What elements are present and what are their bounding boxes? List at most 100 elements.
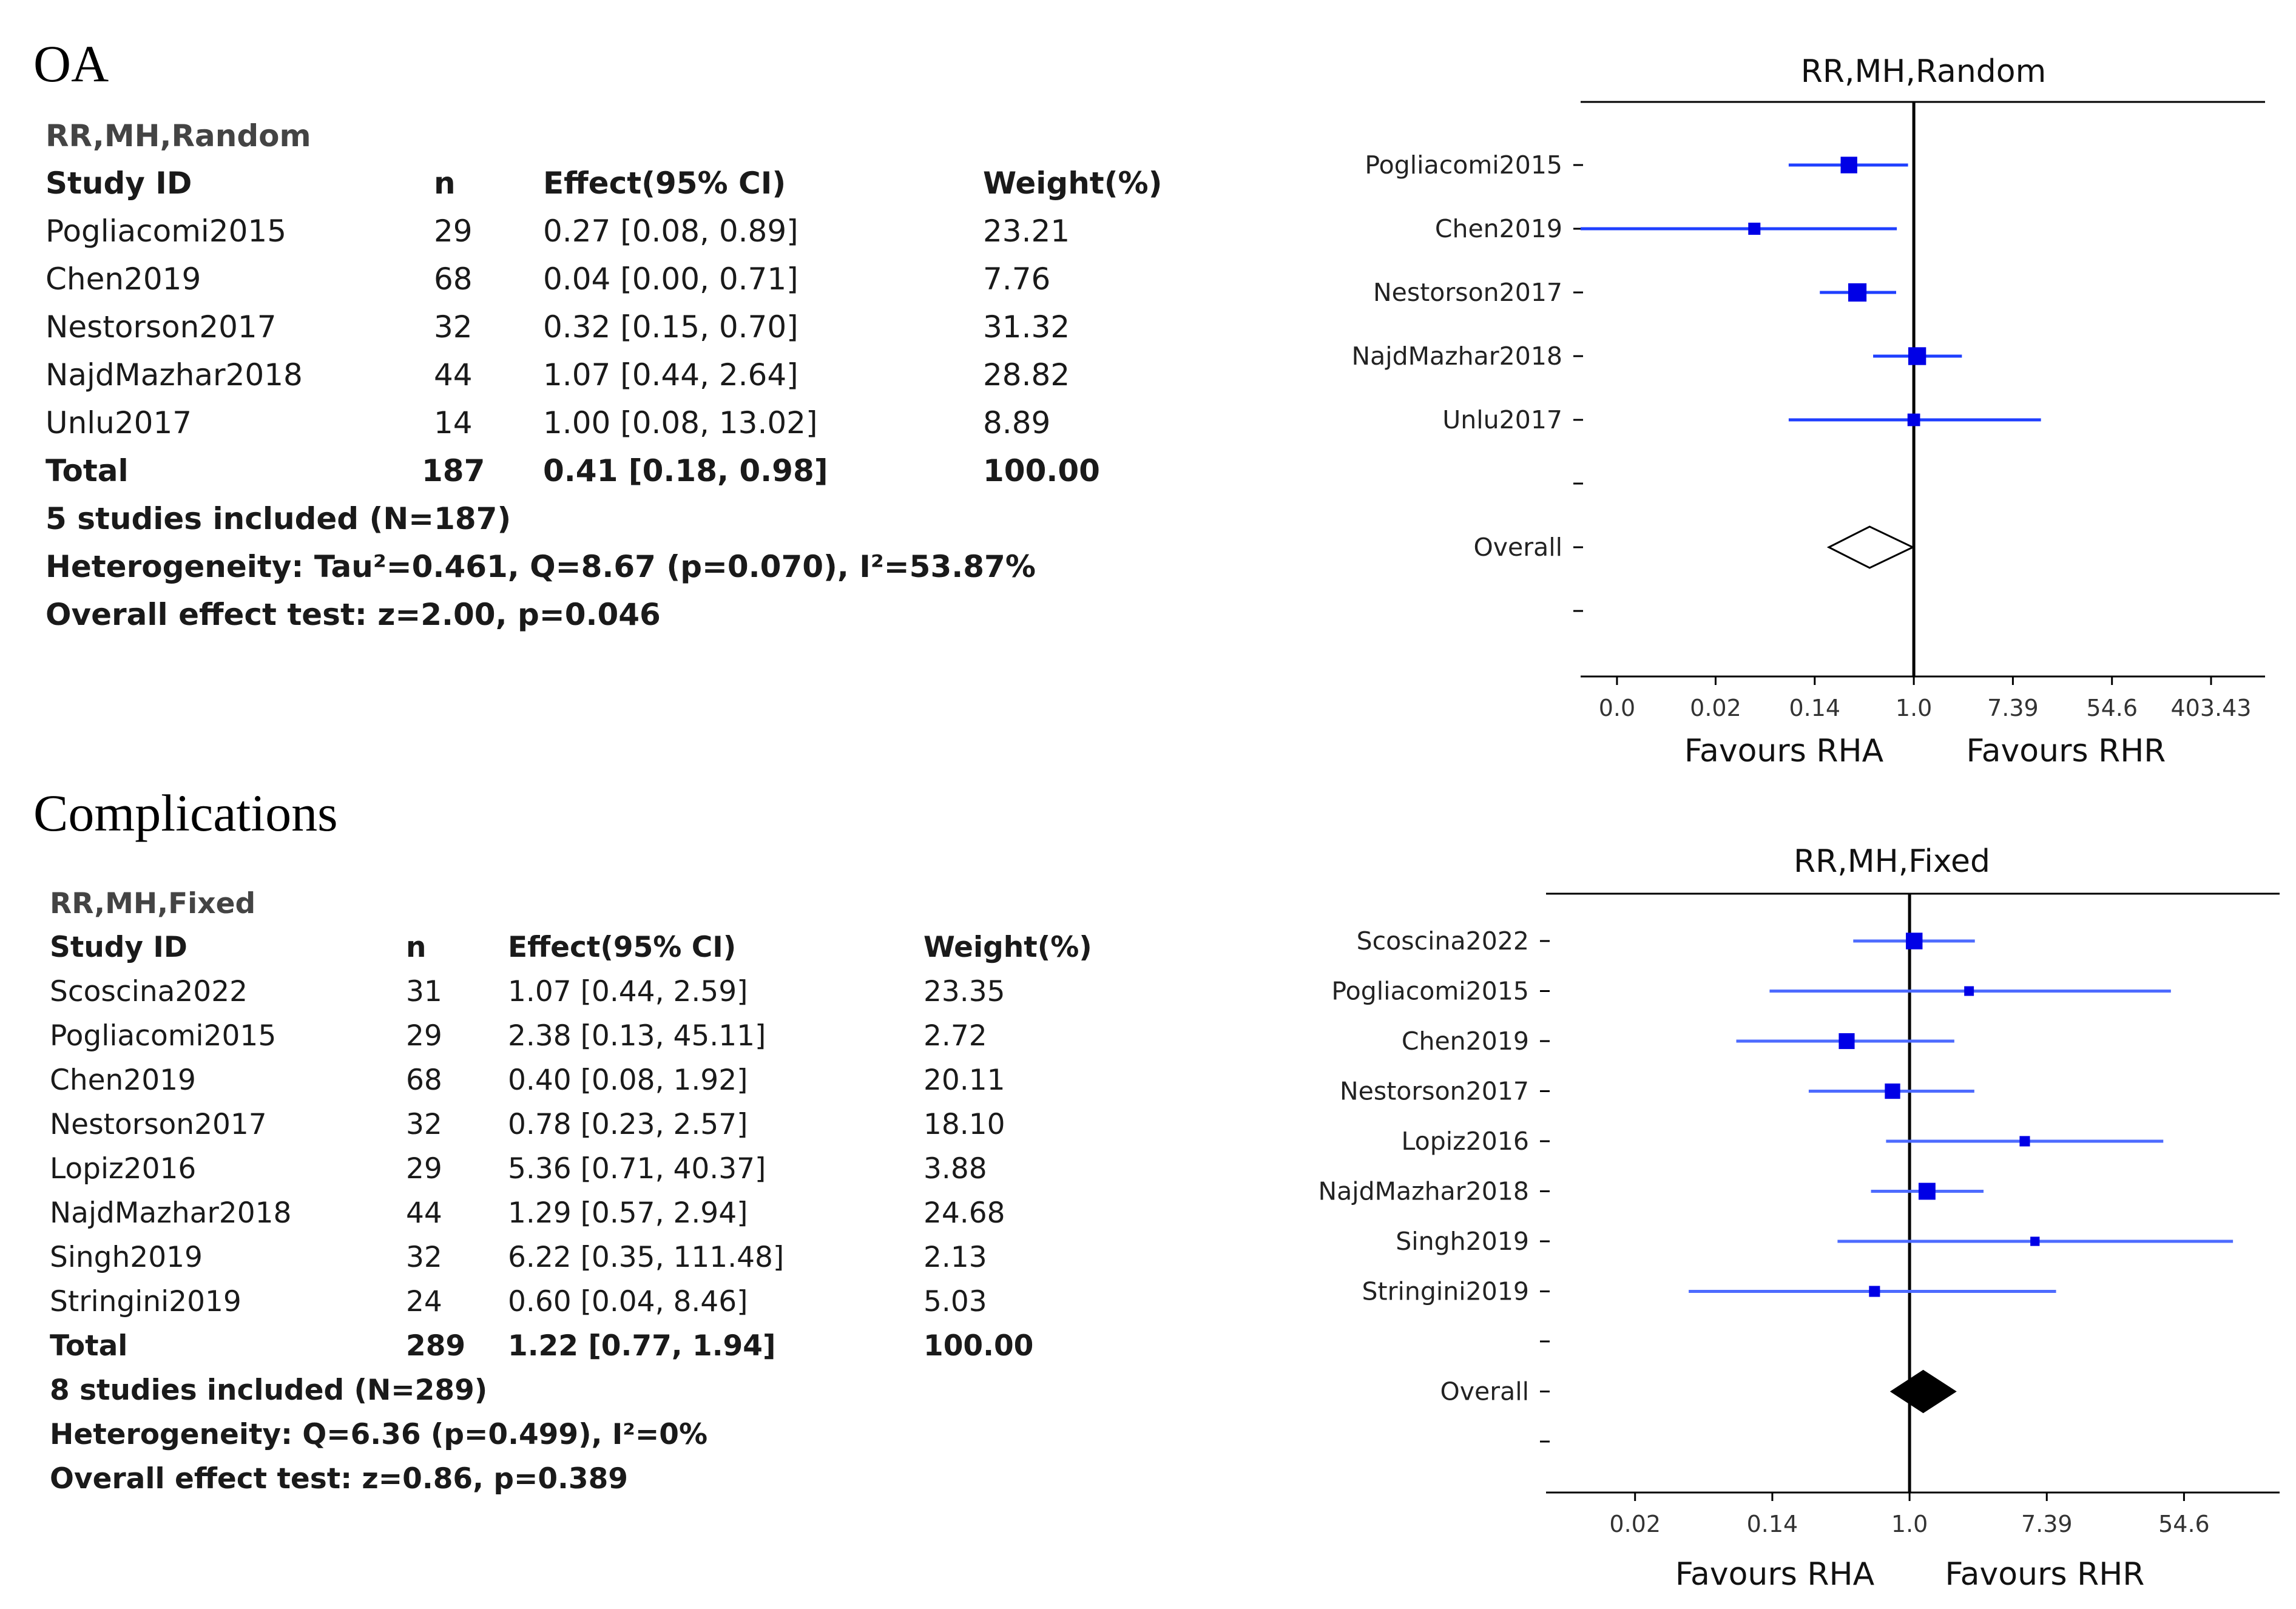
cell-study: Chen2019	[50, 1064, 196, 1097]
x-tick-label: 7.39	[1987, 695, 2039, 721]
cell-n: 44	[406, 1196, 442, 1230]
total-effect: 0.41 [0.18, 0.98]	[543, 453, 828, 488]
y-tick-label: Unlu2017	[1442, 405, 1562, 434]
header-effect: Effect(95% CI)	[543, 166, 786, 201]
y-tick-label: Stringini2019	[1362, 1277, 1529, 1306]
overall-label: Overall	[1473, 533, 1562, 562]
cell-weight: 8.89	[983, 405, 1051, 440]
header-study: Study ID	[50, 931, 187, 964]
cell-study: Pogliacomi2015	[46, 214, 287, 249]
effect-marker	[1906, 933, 1923, 950]
heterogeneity-stats: Heterogeneity: Q=6.36 (p=0.499), I²=0%	[50, 1418, 708, 1451]
cell-effect: 0.32 [0.15, 0.70]	[543, 309, 799, 345]
x-tick-label: 403.43	[2171, 695, 2252, 721]
section-title-complications: Complications	[33, 784, 338, 842]
total-n: 187	[422, 453, 485, 488]
overall-diamond	[1889, 1369, 1957, 1414]
cell-n: 32	[406, 1241, 442, 1274]
cell-effect: 6.22 [0.35, 111.48]	[508, 1241, 785, 1274]
y-tick-label: Scoscina2022	[1357, 926, 1529, 956]
y-tick-label: Chen2019	[1402, 1027, 1529, 1056]
total-label: Total	[46, 453, 129, 488]
effect-marker	[1907, 413, 1920, 427]
x-tick-label: 0.02	[1609, 1511, 1661, 1537]
header-study: Study ID	[46, 166, 192, 201]
cell-n: 68	[434, 261, 473, 297]
cell-n: 14	[434, 405, 473, 440]
overall-effect-test: Overall effect test: z=2.00, p=0.046	[46, 597, 661, 632]
cell-study: NajdMazhar2018	[46, 357, 303, 393]
cell-weight: 23.35	[923, 975, 1005, 1008]
cell-effect: 1.29 [0.57, 2.94]	[508, 1196, 748, 1230]
cell-effect: 0.04 [0.00, 0.71]	[543, 261, 799, 297]
cell-study: Stringini2019	[50, 1285, 241, 1318]
cell-n: 29	[406, 1152, 442, 1186]
cell-weight: 2.13	[923, 1241, 987, 1274]
cell-study: Chen2019	[46, 261, 201, 297]
effect-marker	[1908, 347, 1926, 365]
y-tick-label: Singh2019	[1396, 1227, 1529, 1256]
cell-study: Unlu2017	[46, 405, 192, 440]
y-tick-label: Pogliacomi2015	[1331, 977, 1529, 1006]
cell-weight: 28.82	[983, 357, 1070, 393]
cell-weight: 7.76	[983, 261, 1051, 297]
cell-n: 31	[406, 975, 442, 1008]
cell-n: 32	[434, 309, 473, 345]
cell-effect: 0.40 [0.08, 1.92]	[508, 1064, 748, 1097]
cell-weight: 18.10	[923, 1108, 1005, 1141]
cell-study: NajdMazhar2018	[50, 1196, 292, 1230]
effect-marker	[1964, 986, 1974, 996]
chart-title: RR,MH,Random	[1801, 53, 2047, 90]
x-axis-label: Favours RHR	[1945, 1556, 2145, 1593]
header-n: n	[406, 931, 427, 964]
cell-n: 68	[406, 1064, 442, 1097]
model-label: RR,MH,Random	[46, 118, 311, 153]
x-tick-label: 0.14	[1747, 1511, 1798, 1537]
header-weight: Weight(%)	[923, 931, 1092, 964]
y-tick-label: NajdMazhar2018	[1351, 342, 1562, 371]
cell-study: Nestorson2017	[50, 1108, 267, 1141]
cell-effect: 0.27 [0.08, 0.89]	[543, 214, 799, 249]
cell-n: 44	[434, 357, 473, 393]
cell-n: 32	[406, 1108, 442, 1141]
x-axis-label: Favours RHA	[1684, 733, 1884, 769]
cell-study: Nestorson2017	[46, 309, 277, 345]
cell-n: 29	[434, 214, 473, 249]
overall-label: Overall	[1440, 1377, 1529, 1406]
header-n: n	[434, 166, 456, 201]
total-weight: 100.00	[983, 453, 1100, 488]
studies-included: 8 studies included (N=289)	[50, 1374, 488, 1407]
cell-study: Scoscina2022	[50, 975, 248, 1008]
cell-n: 24	[406, 1285, 442, 1318]
complications-results-table: RR,MH,Fixed Study ID n Effect(95% CI) We…	[50, 887, 1172, 1506]
total-n: 289	[406, 1329, 466, 1363]
total-weight: 100.00	[923, 1329, 1034, 1363]
overall-effect-test: Overall effect test: z=0.86, p=0.389	[50, 1462, 629, 1496]
x-tick-label: 54.6	[2158, 1511, 2210, 1537]
effect-marker	[1869, 1286, 1880, 1297]
studies-included: 5 studies included (N=187)	[46, 501, 512, 536]
cell-weight: 20.11	[923, 1064, 1005, 1097]
x-tick-label: 7.39	[2021, 1511, 2073, 1537]
model-label: RR,MH,Fixed	[50, 887, 256, 920]
cell-effect: 0.78 [0.23, 2.57]	[508, 1108, 748, 1141]
header-weight: Weight(%)	[983, 166, 1163, 201]
effect-marker	[1748, 222, 1761, 235]
cell-study: Lopiz2016	[50, 1152, 197, 1186]
effect-marker	[1840, 157, 1857, 174]
cell-weight: 24.68	[923, 1196, 1005, 1230]
total-effect: 1.22 [0.77, 1.94]	[508, 1329, 776, 1363]
heterogeneity-stats: Heterogeneity: Tau²=0.461, Q=8.67 (p=0.0…	[46, 549, 1036, 584]
cell-study: Singh2019	[50, 1241, 203, 1274]
cell-weight: 31.32	[983, 309, 1070, 345]
cell-effect: 2.38 [0.13, 45.11]	[508, 1019, 766, 1053]
cell-effect: 1.07 [0.44, 2.59]	[508, 975, 748, 1008]
y-tick-label: Chen2019	[1435, 214, 1562, 243]
x-axis-label: Favours RHA	[1675, 1556, 1875, 1593]
effect-marker	[1918, 1182, 1936, 1200]
effect-marker	[1848, 283, 1867, 302]
cell-effect: 1.07 [0.44, 2.64]	[543, 357, 799, 393]
y-tick-label: Lopiz2016	[1402, 1127, 1530, 1156]
x-tick-label: 54.6	[2086, 695, 2138, 721]
x-tick-label: 1.0	[1891, 1511, 1928, 1537]
